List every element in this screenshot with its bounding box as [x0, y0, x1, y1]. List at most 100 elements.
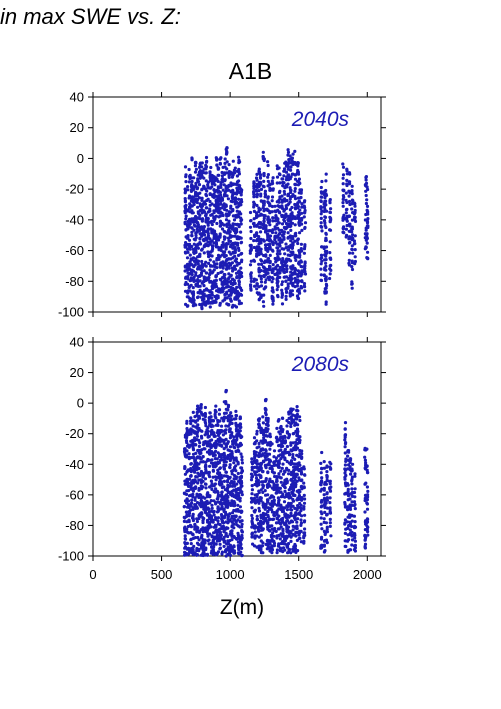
data-point [270, 199, 274, 203]
data-point [320, 527, 324, 531]
data-point [183, 250, 187, 254]
data-point [271, 176, 275, 180]
data-point [233, 171, 237, 175]
data-point [236, 503, 240, 507]
data-point [352, 239, 356, 243]
data-point [286, 236, 290, 240]
data-point [270, 248, 274, 252]
data-point [234, 456, 238, 460]
data-point [325, 470, 329, 474]
data-point [250, 492, 254, 496]
data-point [208, 532, 212, 536]
data-point [217, 238, 221, 242]
data-point [328, 201, 332, 205]
data-point [235, 482, 239, 486]
data-point [328, 501, 332, 505]
data-point [300, 269, 304, 273]
data-point [264, 440, 268, 444]
data-point [237, 261, 241, 266]
data-point [328, 228, 333, 232]
data-point [344, 227, 348, 231]
data-point [188, 173, 192, 177]
data-point [226, 408, 230, 412]
data-point [343, 442, 348, 446]
data-point [320, 209, 324, 213]
data-point [302, 247, 307, 251]
data-point [220, 270, 224, 274]
data-point [283, 457, 287, 461]
data-point [350, 530, 354, 534]
data-point [268, 477, 272, 481]
data-point [280, 205, 284, 209]
data-point [270, 551, 274, 555]
data-point [319, 199, 323, 203]
data-point [202, 297, 206, 301]
data-point [196, 278, 200, 282]
data-point [253, 284, 257, 288]
data-point [196, 186, 200, 190]
data-point [302, 215, 306, 219]
data-point [233, 166, 237, 170]
data-point [274, 456, 278, 460]
data-point [350, 477, 354, 482]
data-point [254, 473, 258, 477]
data-point [252, 205, 256, 209]
data-point [350, 538, 355, 542]
data-point [224, 389, 228, 393]
data-point [192, 455, 196, 459]
data-point [210, 428, 214, 432]
data-point [239, 292, 243, 296]
data-point [239, 510, 243, 514]
data-point [283, 252, 287, 256]
data-point [207, 510, 211, 514]
data-point [182, 449, 187, 453]
data-point [266, 173, 270, 177]
data-point [272, 495, 276, 499]
data-point [189, 283, 193, 287]
data-point [299, 247, 303, 251]
data-point [249, 236, 253, 241]
data-point [216, 271, 220, 276]
data-point [363, 458, 367, 462]
data-point [204, 424, 208, 428]
data-point [286, 192, 290, 196]
data-point [346, 493, 350, 497]
data-point [210, 296, 214, 300]
data-point [248, 263, 253, 267]
data-point [222, 279, 227, 283]
data-point [201, 473, 205, 478]
data-point [208, 170, 212, 174]
data-point [189, 204, 193, 208]
data-point [257, 445, 261, 449]
data-point [275, 235, 279, 239]
data-point [197, 466, 201, 471]
data-point [250, 474, 255, 479]
data-point [186, 250, 190, 254]
data-point [348, 172, 352, 176]
data-point [239, 191, 243, 195]
data-point [220, 490, 224, 494]
data-point [299, 218, 304, 222]
data-point [236, 183, 241, 187]
data-point [249, 279, 253, 283]
data-point [348, 507, 353, 511]
data-point [350, 519, 354, 523]
data-point [206, 534, 210, 538]
data-point [298, 536, 302, 540]
data-point [353, 259, 357, 264]
data-point [302, 507, 306, 511]
data-point [366, 533, 370, 537]
data-point [277, 257, 281, 261]
data-point [264, 285, 268, 289]
data-point [196, 481, 200, 485]
data-point [271, 219, 275, 223]
data-point [346, 454, 350, 458]
data-point [197, 406, 201, 410]
data-point [216, 497, 220, 501]
data-point [195, 553, 199, 557]
data-point [196, 295, 200, 299]
data-point [277, 190, 282, 195]
data-point [262, 173, 266, 177]
data-point [203, 504, 208, 508]
data-point [226, 526, 230, 530]
